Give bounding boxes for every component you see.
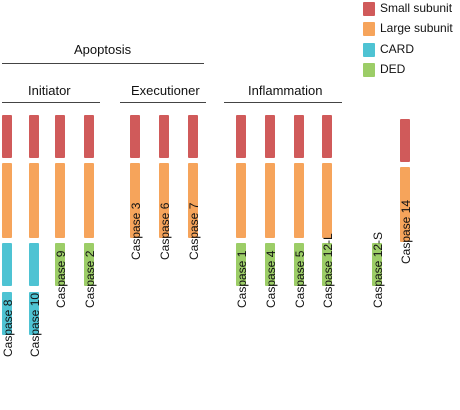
domain-large: [84, 163, 94, 238]
domain-large: [265, 163, 275, 238]
domain-small: [265, 115, 275, 158]
inflammation-rule: [224, 102, 342, 103]
caspase-label: Caspase 3: [129, 202, 143, 260]
caspase-label: Caspase 12-S: [371, 231, 385, 308]
legend-label-card: CARD: [380, 42, 415, 56]
caspase-label: Caspase 10: [28, 292, 42, 357]
caspase-label: Caspase 8: [1, 299, 15, 357]
domain-small: [236, 115, 246, 158]
legend-swatch-small: [363, 2, 375, 16]
domain-small: [84, 115, 94, 158]
domain-large: [130, 163, 140, 238]
domain-small: [322, 115, 332, 158]
domain-small: [159, 115, 169, 158]
domain-small: [188, 115, 198, 158]
domain-large: [2, 163, 12, 238]
domain-small: [400, 119, 410, 162]
legend-label-small: Small subunit: [380, 1, 453, 15]
domain-large: [159, 163, 169, 238]
group-label-initiator: Initiator: [28, 83, 71, 98]
domain-large: [188, 163, 198, 238]
legend-swatch-card: [363, 43, 375, 57]
caspase-label: Caspase 6: [158, 202, 172, 260]
domain-small: [55, 115, 65, 158]
domain-ded: [322, 243, 332, 286]
domain-card: [2, 243, 12, 286]
domain-small: [294, 115, 304, 158]
caspase-label: Caspase 14: [399, 199, 413, 264]
legend-label-ded: DED: [380, 62, 406, 76]
domain-card: [29, 243, 39, 286]
legend-label-large: Large subunit: [380, 21, 453, 35]
caspase-label: Caspase 2: [83, 250, 97, 308]
domain-large: [294, 163, 304, 238]
caspase-label: Caspase 4: [264, 250, 278, 308]
domain-ded: [294, 243, 304, 286]
caspase-label: Caspase 1: [235, 250, 249, 308]
domain-large: [55, 163, 65, 238]
domain-ded: [55, 243, 65, 286]
caspase-label: Caspase 5: [293, 250, 307, 308]
group-label-apoptosis: Apoptosis: [74, 42, 132, 57]
domain-small: [2, 115, 12, 158]
domain-large: [236, 163, 246, 238]
caspase-label: Caspase 9: [54, 250, 68, 308]
executioner-rule: [120, 102, 206, 103]
domain-ded: [236, 243, 246, 286]
domain-small: [130, 115, 140, 158]
domain-ded: [372, 243, 382, 286]
legend-swatch-ded: [363, 63, 375, 77]
initiator-rule: [2, 102, 100, 103]
caspase-label: Caspase 7: [187, 202, 201, 260]
domain-ded: [265, 243, 275, 286]
caspase-label: Caspase 12-L: [321, 233, 335, 308]
domain-card: [2, 292, 12, 335]
domain-small: [29, 115, 39, 158]
domain-large: [29, 163, 39, 238]
legend-swatch-large: [363, 22, 375, 36]
group-label-executioner: Executioner: [131, 83, 200, 98]
domain-large: [322, 163, 332, 238]
domain-ded: [84, 243, 94, 286]
domain-large: [400, 167, 410, 242]
domain-card: [29, 292, 39, 335]
group-label-inflammation: Inflammation: [248, 83, 323, 98]
apoptosis-rule: [2, 63, 204, 64]
